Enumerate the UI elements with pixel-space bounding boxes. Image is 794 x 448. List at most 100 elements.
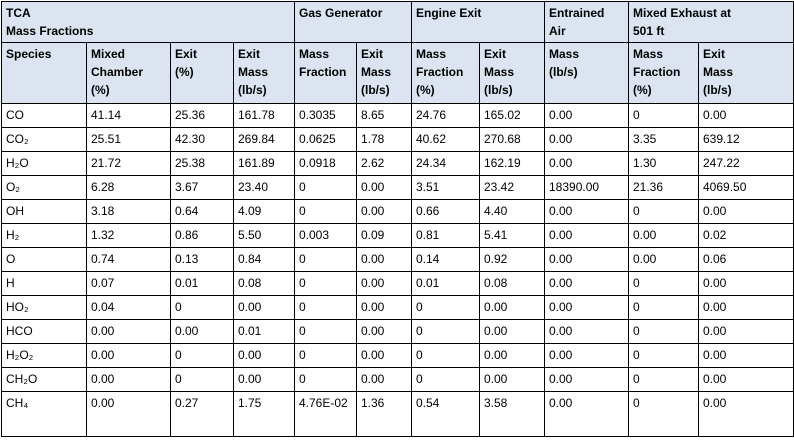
value-cell: 8.65 [356,103,412,128]
value-cell: 4.40 [479,199,545,224]
value-cell: 0.00 [356,367,412,392]
group-header-2: Engine Exit [411,1,545,43]
value-cell: 0.00 [698,271,794,296]
table-row: CO₂ 25.51 42.30 269.84 0.0625 1.78 40.62 270.68… [1,127,794,152]
table-row: H₂O 21.72 25.38 161.89 0.0918 2.62 24.34 162.19… [1,151,794,176]
value-cell: 0.00 [544,103,629,128]
value-cell: 0 [628,319,699,344]
species-cell: CO [1,103,87,128]
value-cell: 0.06 [698,247,794,272]
value-cell: 25.51 [86,127,171,152]
value-cell: 4.09 [233,199,295,224]
value-cell: 0.00 [628,247,699,272]
value-cell: 0 [294,295,357,320]
value-cell: 0 [170,295,234,320]
value-cell: 0.00 [86,367,171,392]
value-cell: 0.00 [356,199,412,224]
value-cell: 0.00 [479,319,545,344]
value-cell: 0 [411,343,480,368]
value-cell: 0.00 [356,319,412,344]
value-cell: 0.84 [233,247,295,272]
value-cell: 23.42 [479,175,545,200]
value-cell: 0.00 [698,295,794,320]
value-cell: 0 [411,367,480,392]
table-row: O 0.74 0.13 0.84 0 0.00 0.14 0.92 0.00 0.00 0.06 [1,247,794,272]
value-cell: 4069.50 [698,175,794,200]
value-cell: 0 [628,103,699,128]
value-cell: 1.36 [356,391,412,437]
value-cell: 0.01 [170,271,234,296]
table-row: CH₂O 0.00 0 0.00 0 0.00 0 0.00 0.00 0 0.00 [1,367,794,392]
column-header-7: Exit Mass (lb/s) [479,42,545,104]
species-cell: CH₄ [1,391,87,437]
value-cell: 0.00 [698,103,794,128]
value-cell: 0.92 [479,247,545,272]
value-cell: 0.00 [356,271,412,296]
value-cell: 23.40 [233,175,295,200]
value-cell: 3.35 [628,127,699,152]
group-header-3: Entrained Air [544,1,629,43]
value-cell: 6.28 [86,175,171,200]
value-cell: 0.74 [86,247,171,272]
value-cell: 0 [294,199,357,224]
value-cell: 1.75 [233,391,295,437]
column-header-9: Mass Fraction (%) [628,42,699,104]
value-cell: 0.0918 [294,151,357,176]
value-cell: 161.78 [233,103,295,128]
species-cell: O₂ [1,175,87,200]
value-cell: 21.72 [86,151,171,176]
value-cell: 0 [294,175,357,200]
column-header-5: Exit Mass (lb/s) [356,42,412,104]
value-cell: 0 [294,319,357,344]
value-cell: 25.38 [170,151,234,176]
group-header-0: TCA Mass Fractions [1,1,295,43]
value-cell: 0.00 [698,343,794,368]
species-cell: CH₂O [1,367,87,392]
value-cell: 0 [628,343,699,368]
species-cell: H₂O₂ [1,343,87,368]
value-cell: 0.00 [544,151,629,176]
column-header-1: Mixed Chamber (%) [86,42,171,104]
value-cell: 0 [411,319,480,344]
value-cell: 0.04 [86,295,171,320]
value-cell: 0 [411,295,480,320]
value-cell: 0.09 [356,223,412,248]
value-cell: 0 [294,247,357,272]
value-cell: 0 [294,343,357,368]
table-row: O₂ 6.28 3.67 23.40 0 0.00 3.51 23.42 18390.00 21.… [1,175,794,200]
value-cell: 0.00 [698,367,794,392]
species-cell: HO₂ [1,295,87,320]
value-cell: 0.0625 [294,127,357,152]
value-cell: 0.07 [86,271,171,296]
value-cell: 0 [628,295,699,320]
table-body: CO 41.14 25.36 161.78 0.3035 8.65 24.76 165.02 0… [1,103,794,437]
value-cell: 0.54 [411,391,480,437]
value-cell: 0.00 [233,295,295,320]
value-cell: 0.64 [170,199,234,224]
column-header-3: Exit Mass (lb/s) [233,42,295,104]
value-cell: 0.02 [698,223,794,248]
table-row: HCO 0.00 0.00 0.01 0 0.00 0 0.00 0.00 0 0.00 [1,319,794,344]
value-cell: 0.00 [86,319,171,344]
value-cell: 639.12 [698,127,794,152]
value-cell: 0.27 [170,391,234,437]
value-cell: 0.00 [356,343,412,368]
value-cell: 0.00 [233,343,295,368]
value-cell: 0.13 [170,247,234,272]
value-cell: 0 [628,271,699,296]
value-cell: 0.00 [544,367,629,392]
table-header: TCA Mass Fractions Gas Generator Engine Ex… [1,1,794,104]
value-cell: 0.00 [170,319,234,344]
value-cell: 41.14 [86,103,171,128]
value-cell: 0.00 [544,271,629,296]
value-cell: 0.3035 [294,103,357,128]
table-row: CH₄ 0.00 0.27 1.75 4.76E-02 1.36 0.54 3.58 0.00 0… [1,391,794,437]
value-cell: 0.14 [411,247,480,272]
value-cell: 0 [294,367,357,392]
species-cell: HCO [1,319,87,344]
value-cell: 0.00 [698,319,794,344]
value-cell: 5.50 [233,223,295,248]
value-cell: 0.00 [356,175,412,200]
value-cell: 40.62 [411,127,480,152]
value-cell: 0.00 [86,343,171,368]
